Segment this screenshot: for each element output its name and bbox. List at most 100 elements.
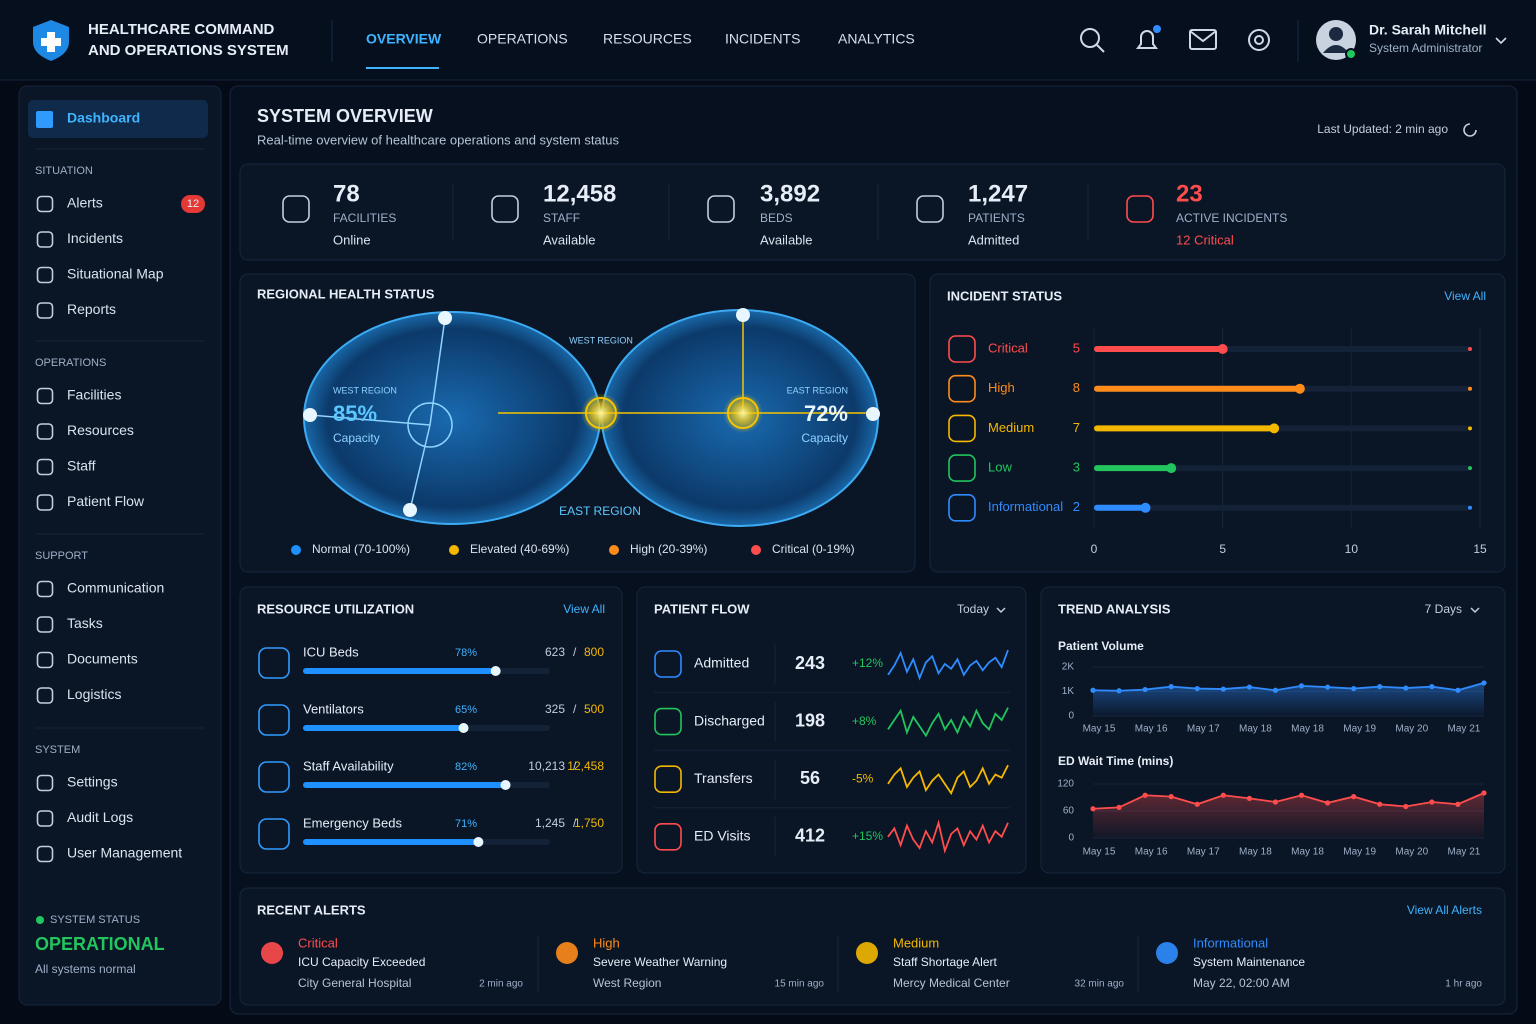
stat-value: 12,458 <box>543 180 616 207</box>
alert-level: High <box>593 935 620 950</box>
separator: / <box>573 702 577 716</box>
icon <box>36 616 54 633</box>
icon <box>654 765 682 794</box>
icon <box>258 818 290 850</box>
settings-icon[interactable] <box>1248 29 1270 51</box>
y-tick-label: 0 <box>1068 711 1074 722</box>
alert-time: 15 min ago <box>775 979 825 990</box>
stat-note: Admitted <box>968 232 1019 247</box>
icon <box>948 374 976 403</box>
sidebar-item[interactable]: Facilities <box>67 387 121 403</box>
sidebar-item[interactable]: Situational Map <box>67 266 164 282</box>
resource-used: 1,245 <box>535 816 565 830</box>
flow-change: +15% <box>852 829 883 843</box>
sidebar-item[interactable]: Resources <box>67 422 134 438</box>
nav-item[interactable]: INCIDENTS <box>725 31 800 47</box>
mail-icon[interactable] <box>1189 30 1217 43</box>
view-all-link[interactable]: View All Alerts <box>1407 903 1482 917</box>
point <box>1403 803 1409 810</box>
bar-track <box>1094 504 1470 511</box>
icon <box>258 647 290 679</box>
view-all-link[interactable]: View All <box>563 602 605 616</box>
icon <box>36 423 54 440</box>
resource-percent: 71% <box>455 818 477 830</box>
icon <box>948 493 976 522</box>
region-caption: Capacity <box>801 431 848 445</box>
sidebar-item[interactable]: Logistics <box>67 686 121 702</box>
sidebar-item[interactable]: Patient Flow <box>67 493 145 509</box>
point <box>1272 687 1279 693</box>
period-select[interactable]: 7 Days <box>1425 602 1462 616</box>
sidebar-item[interactable]: User Management <box>67 845 182 861</box>
panel-title: PATIENT FLOW <box>654 601 750 616</box>
icon <box>36 687 54 704</box>
status-note: All systems normal <box>35 962 136 976</box>
search-icon[interactable] <box>1096 44 1105 53</box>
sidebar-item[interactable]: Settings <box>67 774 118 790</box>
chevron[interactable] <box>1495 37 1507 45</box>
nav-item[interactable]: RESOURCES <box>603 31 692 47</box>
icon <box>916 195 944 223</box>
stat-label: STAFF <box>543 211 580 225</box>
region-name: EAST REGION <box>787 385 848 395</box>
map-hub <box>585 397 617 429</box>
mail-icon[interactable] <box>1189 29 1217 50</box>
icon <box>36 458 54 476</box>
resource-label: Ventilators <box>303 701 364 716</box>
bar <box>1094 465 1172 472</box>
point <box>1116 688 1122 694</box>
chevron[interactable] <box>1470 607 1480 614</box>
sidebar-item[interactable]: Staff <box>67 458 96 474</box>
sidebar-item[interactable]: Reports <box>67 301 116 317</box>
icon <box>36 774 54 792</box>
bar-knob <box>1294 383 1305 394</box>
nav-active[interactable] <box>28 100 208 138</box>
icon <box>258 761 290 793</box>
icon <box>36 810 54 827</box>
icon <box>948 414 976 443</box>
nav-item[interactable]: ANALYTICS <box>838 31 915 47</box>
panel-title: RECENT ALERTS <box>257 902 366 917</box>
alert-level: Medium <box>893 935 939 950</box>
sidebar-item[interactable]: Audit Logs <box>67 809 133 825</box>
sidebar-item[interactable]: Incidents <box>67 230 123 246</box>
x-tick-label: 10 <box>1345 542 1359 556</box>
region-name: WEST REGION <box>569 335 633 345</box>
region-value: 85% <box>333 401 377 426</box>
alert-location: West Region <box>593 976 661 990</box>
period-select[interactable]: Today <box>957 602 989 616</box>
view-all-link[interactable]: View All <box>1444 289 1486 303</box>
section-title: SYSTEM <box>35 744 80 756</box>
section-title: SUPPORT <box>35 550 88 562</box>
alert-level: Critical <box>298 935 338 950</box>
nav-item[interactable]: OVERVIEW <box>366 31 442 47</box>
sidebar-item[interactable]: Communication <box>67 580 164 596</box>
x-tick-label: 5 <box>1219 542 1226 556</box>
badge-count: 12 <box>187 198 199 210</box>
separator: / <box>573 816 577 830</box>
resource-label: Emergency Beds <box>303 815 402 830</box>
map-node <box>403 503 417 517</box>
bar <box>303 668 496 674</box>
x-tick-label: May 20 <box>1395 847 1428 858</box>
bar-knob <box>1269 423 1280 434</box>
search-icon[interactable] <box>1080 28 1100 48</box>
sidebar-item[interactable]: Tasks <box>67 615 103 631</box>
point <box>1429 799 1435 805</box>
bell-icon[interactable] <box>1136 30 1158 49</box>
track-end <box>1468 386 1472 391</box>
settings-icon[interactable] <box>1254 35 1264 45</box>
sidebar-item[interactable]: Documents <box>67 651 138 667</box>
sidebar-item[interactable]: Dashboard <box>67 110 140 126</box>
panel-title: TREND ANALYSIS <box>1058 601 1171 616</box>
region-value: 72% <box>804 401 848 426</box>
sidebar-item[interactable]: Alerts <box>67 195 103 211</box>
refresh-icon[interactable] <box>1463 123 1477 137</box>
chevron[interactable] <box>996 607 1006 614</box>
nav-item[interactable]: OPERATIONS <box>477 31 568 47</box>
point <box>1090 687 1096 693</box>
category-label: High <box>988 380 1015 395</box>
point <box>1377 684 1383 690</box>
map-hub <box>727 397 759 429</box>
stat-value: 3,892 <box>760 180 820 207</box>
